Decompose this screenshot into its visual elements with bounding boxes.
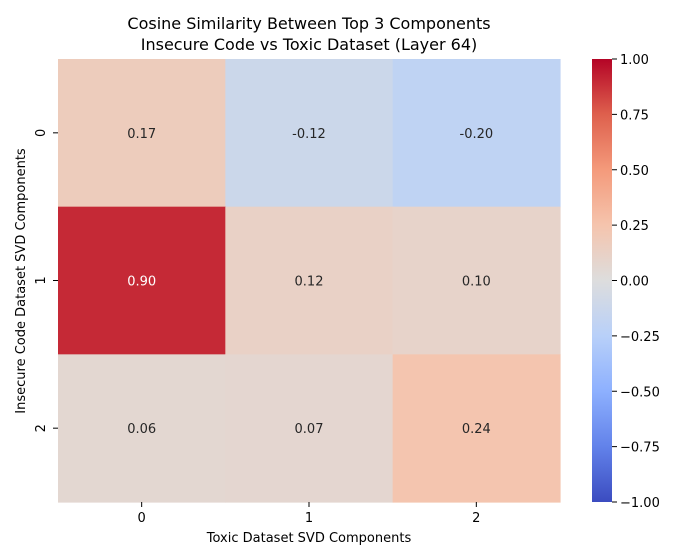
x-axis-ticks: 0 1 2 bbox=[138, 502, 480, 526]
heatmap-cell bbox=[58, 59, 226, 208]
heatmap-cell bbox=[225, 206, 394, 355]
cell-value-label: 0.06 bbox=[127, 422, 156, 437]
y-tick-label: 0 bbox=[34, 129, 49, 137]
heatmap-cell bbox=[225, 354, 394, 503]
cell-value-label: 0.07 bbox=[295, 422, 324, 437]
heatmap-cell bbox=[392, 354, 561, 503]
cell-value-label: -0.20 bbox=[460, 127, 494, 142]
colorbar-tick-label: 0.75 bbox=[620, 108, 649, 123]
chart-title-line2: Insecure Code vs Toxic Dataset (Layer 64… bbox=[141, 35, 478, 54]
y-tick-label: 1 bbox=[34, 276, 49, 284]
y-tick-label: 2 bbox=[34, 424, 49, 432]
heatmap-cell bbox=[225, 59, 394, 208]
cell-value-label: 0.17 bbox=[127, 127, 156, 142]
x-tick-label: 0 bbox=[138, 511, 146, 526]
x-tick-label: 1 bbox=[305, 511, 313, 526]
heatmap-cells: 0.17 -0.12 -0.20 0.90 0.12 0.10 0.06 0.07 0.24 bbox=[58, 59, 561, 503]
colorbar-tick-label: 0.25 bbox=[620, 219, 649, 234]
colorbar-tick-label: −1.00 bbox=[620, 496, 660, 511]
chart-title-line1: Cosine Similarity Between Top 3 Componen… bbox=[127, 14, 490, 33]
cell-value-label: 0.90 bbox=[127, 275, 156, 290]
x-tick-label: 2 bbox=[472, 511, 480, 526]
heatmap-cell bbox=[58, 354, 226, 503]
cell-value-label: 0.10 bbox=[462, 275, 491, 290]
y-axis-label: Insecure Code Dataset SVD Components bbox=[14, 148, 29, 414]
heatmap-cell bbox=[58, 206, 226, 355]
cell-value-label: 0.12 bbox=[295, 275, 324, 290]
cell-value-label: -0.12 bbox=[292, 127, 326, 142]
cell-value-label: 0.24 bbox=[462, 422, 491, 437]
heatmap-cell bbox=[392, 206, 561, 355]
colorbar-gradient bbox=[592, 59, 612, 502]
colorbar-ticks: 1.00 0.75 0.50 0.25 0.00 −0.25 −0.50 −0.75 −1.00 bbox=[612, 53, 660, 511]
heatmap-cell bbox=[392, 59, 561, 208]
x-axis-label: Toxic Dataset SVD Components bbox=[206, 531, 412, 546]
colorbar bbox=[592, 59, 612, 502]
colorbar-tick-label: 0.00 bbox=[620, 275, 649, 290]
colorbar-tick-label: −0.25 bbox=[620, 330, 660, 345]
colorbar-tick-label: −0.50 bbox=[620, 385, 660, 400]
colorbar-tick-label: −0.75 bbox=[620, 441, 660, 456]
colorbar-tick-label: 1.00 bbox=[620, 53, 649, 68]
y-axis-ticks: 0 1 2 bbox=[34, 129, 58, 432]
colorbar-tick-label: 0.50 bbox=[620, 164, 649, 179]
